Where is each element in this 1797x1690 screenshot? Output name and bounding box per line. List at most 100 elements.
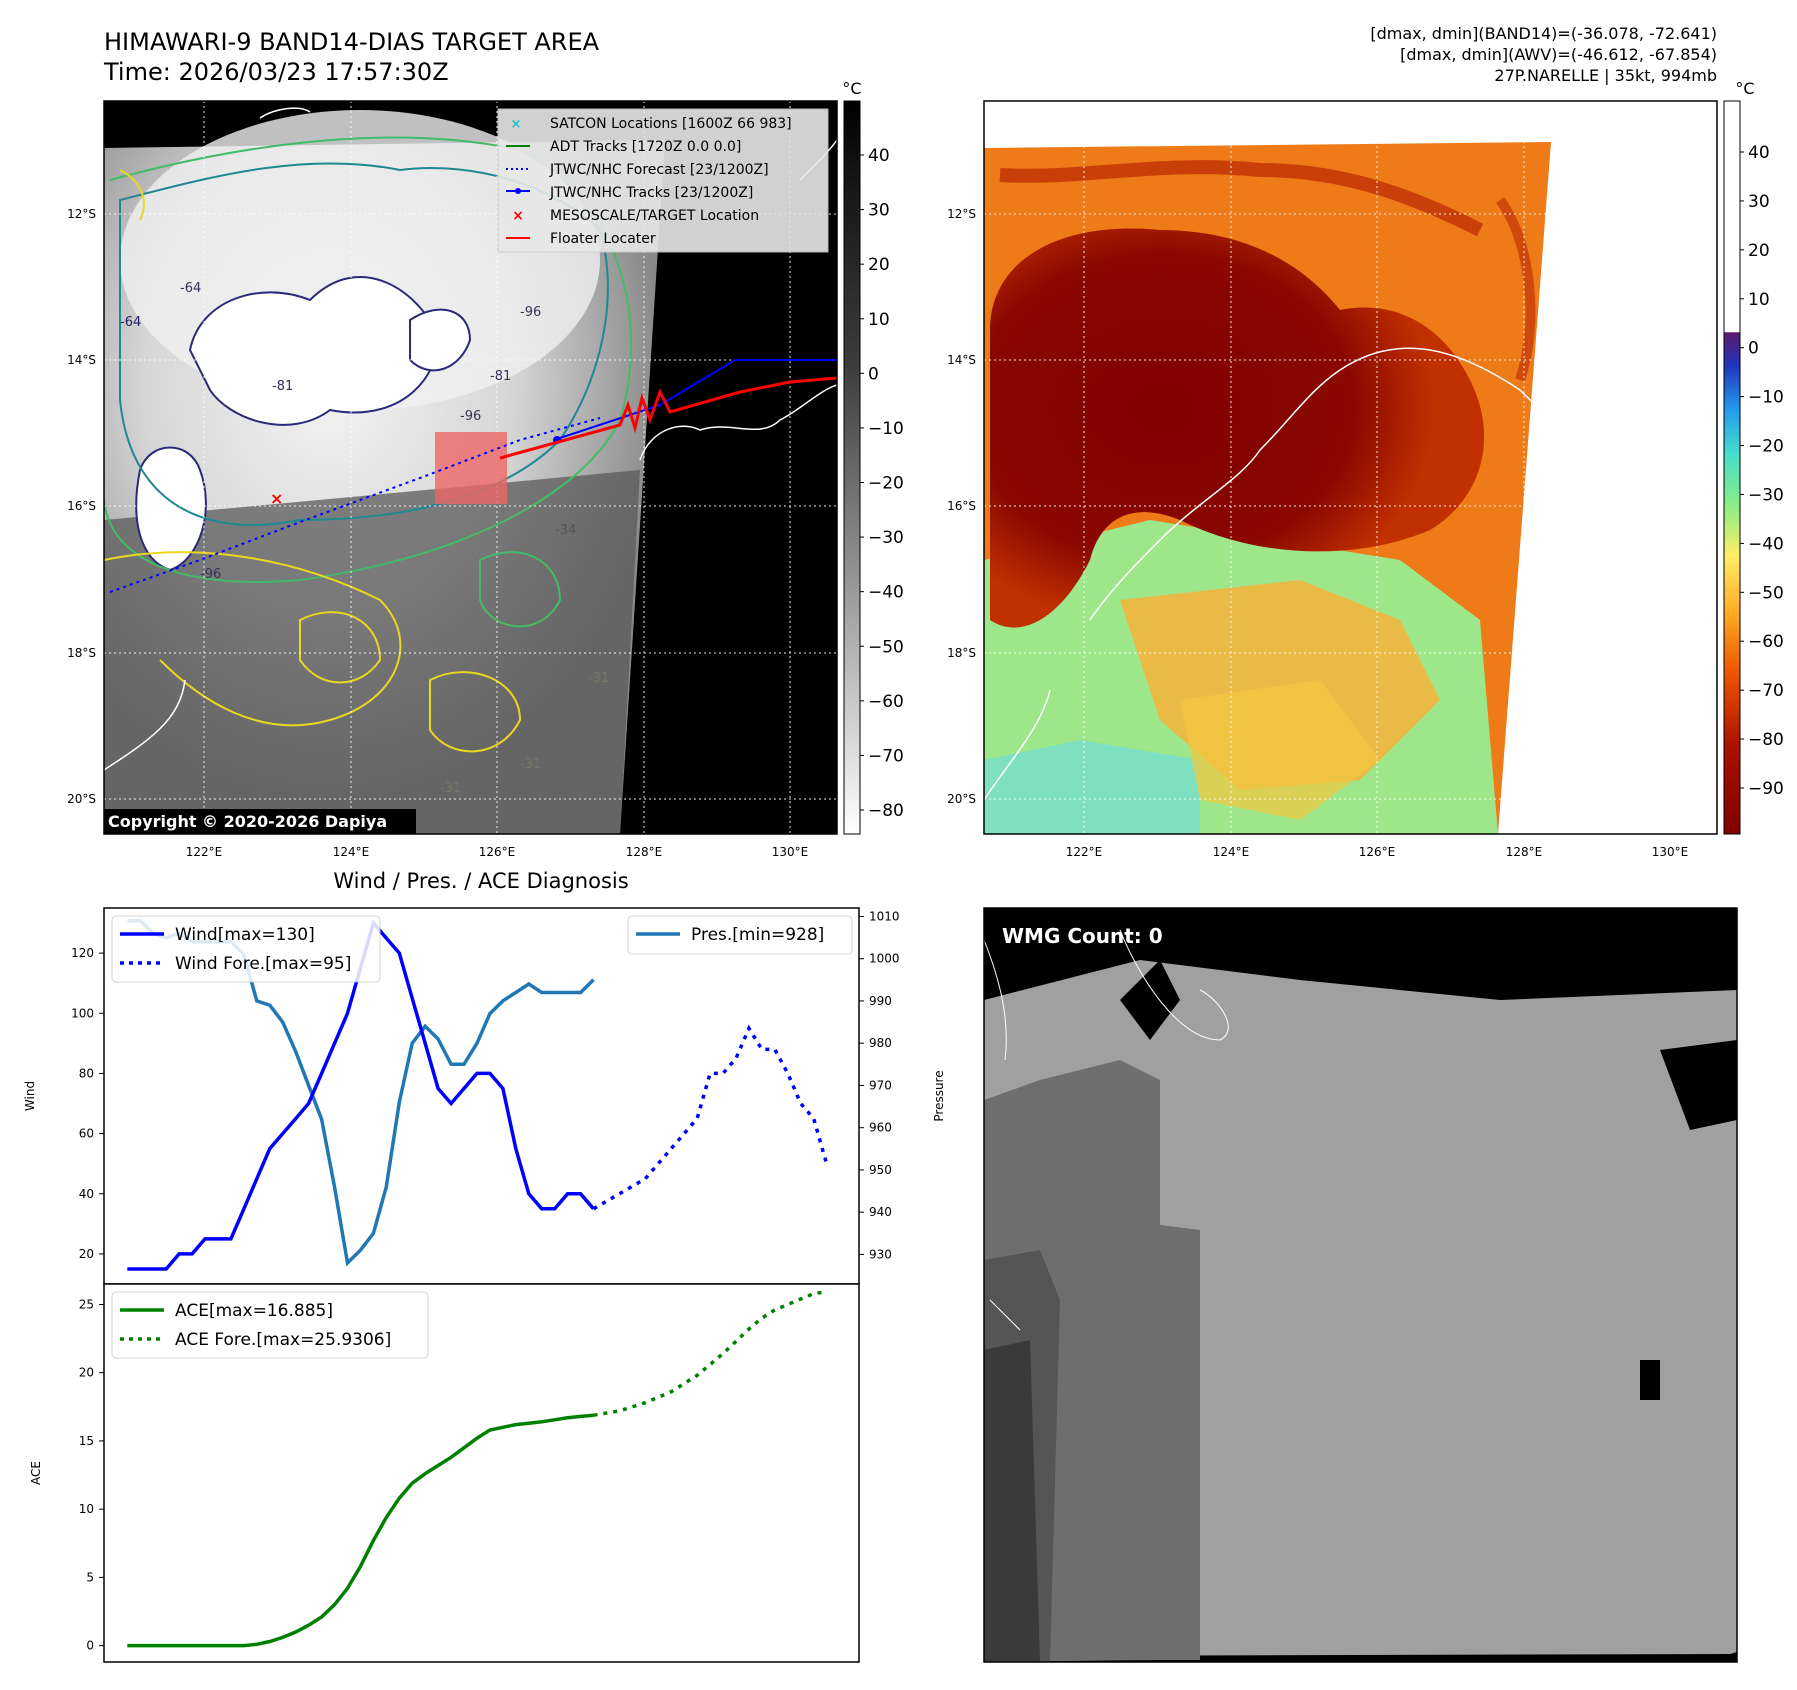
ace-tick-label: 25 — [79, 1297, 94, 1311]
legend-floater: Floater Locater — [550, 231, 656, 247]
lat-tick: 14°S — [947, 353, 976, 367]
ace-line — [127, 1413, 594, 1648]
contour-label: -96 — [460, 409, 481, 424]
colorbar-tick-label: 20 — [1748, 241, 1770, 261]
legend-jtwc-tracks: JTWC/NHC Tracks [23/1200Z] — [549, 185, 753, 201]
lat-tick: 16°S — [947, 499, 976, 513]
info-storm: 27P.NARELLE | 35kt, 994mb — [1494, 66, 1717, 85]
colorbar-tick-label: −90 — [1748, 779, 1784, 799]
info-band14: [dmax, dmin](BAND14)=(-36.078, -72.641) — [1370, 24, 1717, 43]
colorbar-tick-label: −60 — [1748, 632, 1784, 652]
colorbar-tick-label: −70 — [868, 746, 904, 766]
pressure-tick-label: 960 — [869, 1121, 892, 1135]
svg-text:×: × — [511, 117, 522, 132]
lat-tick: 20°S — [947, 792, 976, 806]
lon-tick: 126°E — [1359, 845, 1396, 859]
colorbar-tick-label: −60 — [868, 692, 904, 712]
legend-wind: Wind[max=130] — [175, 925, 315, 945]
svg-text:×: × — [512, 208, 524, 224]
lon-tick: 122°E — [1066, 845, 1103, 859]
ace-tick-label: 20 — [79, 1366, 94, 1380]
colorbar-tick-label: −70 — [1748, 681, 1784, 701]
colorbar-tick-label: −80 — [1748, 730, 1784, 750]
colorbar-tick-label: −50 — [868, 637, 904, 657]
pressure-tick-label: 990 — [869, 994, 892, 1008]
band14-map: × -64 -64 -81 -96 -81 -96 -96 -34 -31 -3… — [104, 101, 837, 834]
ace-tick-label: 15 — [79, 1434, 94, 1448]
wind-tick-label: 60 — [79, 1127, 94, 1141]
colorbar-tick-label: −40 — [1748, 534, 1784, 554]
colorbar-tick-label: 0 — [1748, 339, 1759, 359]
legend-ace: ACE[max=16.885] — [175, 1301, 333, 1321]
pressure-tick-label: 930 — [869, 1247, 892, 1261]
figure-time: Time: 2026/03/23 17:57:30Z — [103, 58, 449, 86]
info-awv: [dmax, dmin](AWV)=(-46.612, -67.854) — [1400, 45, 1717, 64]
pressure-tick-label: 980 — [869, 1036, 892, 1050]
lon-tick: 122°E — [186, 845, 223, 859]
contour-label: -64 — [120, 315, 141, 330]
target-location-marker: × — [270, 489, 283, 508]
lat-tick: 14°S — [67, 353, 96, 367]
jtwc-forecast-track — [109, 417, 601, 593]
ace-tick-label: 10 — [79, 1502, 94, 1516]
colorbar-tick-label: 10 — [868, 310, 890, 330]
lon-tick: 126°E — [479, 845, 516, 859]
legend-adt: ADT Tracks [1720Z 0.0 0.0] — [550, 139, 741, 155]
colorbar-tick-label: 40 — [1748, 143, 1770, 163]
pressure-tick-label: 970 — [869, 1078, 892, 1092]
colorbar-tick-label: −20 — [1748, 437, 1784, 457]
contour-label: -34 — [555, 523, 576, 538]
ace-legend: ACE[max=16.885] ACE Fore.[max=25.9306] — [111, 1291, 429, 1359]
ace-axis-label: ACE — [29, 1461, 43, 1485]
colorbar-tick-label: 30 — [868, 201, 890, 221]
colorbar-tick-label: 30 — [1748, 192, 1770, 212]
colorbar-band14: °C 40 30 20 10 0 −10 −20 −30 −40 −50 −60 −70 −80 — [842, 79, 904, 835]
colorbar-awv: °C 40 30 20 10 0 −10 −20 −30 −40 −50 −60 −70 −80 −90 — [1723, 79, 1784, 835]
ace-forecast-line — [593, 1290, 827, 1417]
colorbar-tick-label: 20 — [868, 255, 890, 275]
contour-label: -31 — [588, 671, 609, 686]
colorbar-unit: °C — [1735, 79, 1754, 98]
colorbar-tick-label: 10 — [1748, 290, 1770, 310]
contour-label: -96 — [200, 567, 221, 582]
jtwc-track — [559, 359, 837, 439]
lat-tick: 18°S — [947, 646, 976, 660]
contour-label: -81 — [272, 379, 293, 394]
colorbar-tick-label: −50 — [1748, 583, 1784, 603]
wind-axis-label: Wind — [23, 1081, 37, 1111]
pressure-tick-label: 950 — [869, 1163, 892, 1177]
floater-locater — [499, 376, 837, 460]
lat-tick: 16°S — [67, 499, 96, 513]
figure-title: HIMAWARI-9 BAND14-DIAS TARGET AREA — [104, 28, 600, 56]
wind-legend: Wind[max=130] Wind Fore.[max=95] — [111, 915, 381, 983]
pressure-tick-label: 940 — [869, 1205, 892, 1219]
colorbar-tick-label: 0 — [868, 364, 879, 384]
lat-tick: 20°S — [67, 792, 96, 806]
wind-tick-label: 100 — [71, 1006, 94, 1020]
lon-tick: 124°E — [1213, 845, 1250, 859]
legend-ace-forecast: ACE Fore.[max=25.9306] — [175, 1330, 391, 1350]
copyright: Copyright © 2020-2026 Dapiya — [108, 812, 387, 831]
legend-jtwc-forecast: JTWC/NHC Forecast [23/1200Z] — [549, 162, 769, 178]
wind-tick-label: 40 — [79, 1187, 94, 1201]
lon-tick: 128°E — [626, 845, 663, 859]
colorbar-tick-label: −30 — [868, 528, 904, 548]
contour-label: -31 — [440, 781, 461, 796]
wind-tick-label: 80 — [79, 1066, 94, 1080]
wind-tick-label: 120 — [71, 946, 94, 960]
colorbar-tick-label: −20 — [868, 474, 904, 494]
wind-forecast-line — [592, 1024, 829, 1211]
lon-tick: 128°E — [1506, 845, 1543, 859]
lon-tick: 124°E — [333, 845, 370, 859]
contour-label: -64 — [180, 281, 201, 296]
lat-tick: 12°S — [947, 207, 976, 221]
lat-tick: 18°S — [67, 646, 96, 660]
colorbar-tick-label: −80 — [868, 801, 904, 821]
contour-label: -81 — [490, 369, 511, 384]
map-legend: × SATCON Locations [1600Z 66 983] ADT Tr… — [497, 108, 829, 253]
awv-map — [984, 101, 1717, 834]
legend-target: MESOSCALE/TARGET Location — [550, 208, 759, 224]
legend-pres: Pres.[min=928] — [691, 925, 824, 945]
legend-wind-forecast: Wind Fore.[max=95] — [175, 954, 351, 974]
